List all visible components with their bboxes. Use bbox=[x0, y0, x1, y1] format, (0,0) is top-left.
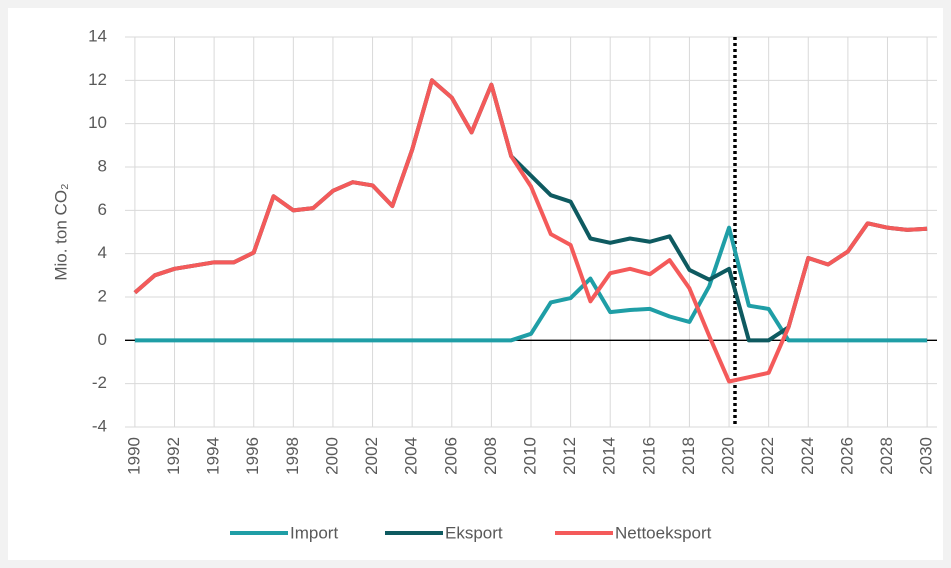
y-tick-label: 12 bbox=[88, 70, 107, 89]
x-tick-label: 2020 bbox=[719, 437, 738, 475]
x-tick-label: 2008 bbox=[481, 437, 500, 475]
y-tick-label: 14 bbox=[88, 26, 107, 45]
x-tick-label: 2012 bbox=[560, 437, 579, 475]
y-axis-title: Mio. ton CO₂ bbox=[51, 183, 70, 280]
y-tick-label: -4 bbox=[92, 416, 107, 435]
y-tick-label: 10 bbox=[88, 113, 107, 132]
x-tick-label: 2010 bbox=[520, 437, 539, 475]
y-tick-label: 8 bbox=[98, 156, 107, 175]
x-tick-label: 1992 bbox=[164, 437, 183, 475]
chart-background bbox=[8, 8, 943, 560]
x-tick-label: 1996 bbox=[243, 437, 262, 475]
x-tick-label: 1990 bbox=[124, 437, 143, 475]
x-tick-label: 2030 bbox=[917, 437, 936, 475]
y-tick-label: 2 bbox=[98, 286, 107, 305]
y-tick-label: 4 bbox=[98, 243, 107, 262]
x-tick-label: 2014 bbox=[600, 437, 619, 475]
x-tick-label: 2004 bbox=[402, 437, 421, 475]
line-series bbox=[134, 225, 928, 343]
x-tick-label: 1998 bbox=[283, 437, 302, 475]
legend-label: Nettoeksport bbox=[615, 523, 712, 542]
x-tick-label: 2024 bbox=[798, 437, 817, 475]
x-tick-label: 2006 bbox=[441, 437, 460, 475]
y-tick-label: 6 bbox=[98, 200, 107, 219]
y-tick-label: 0 bbox=[98, 330, 107, 349]
x-tick-label: 2016 bbox=[639, 437, 658, 475]
y-tick-label: -2 bbox=[92, 373, 107, 392]
x-tick-label: 2002 bbox=[362, 437, 381, 475]
legend-label: Eksport bbox=[445, 523, 503, 542]
legend-label: Import bbox=[290, 523, 338, 542]
x-tick-label: 1994 bbox=[204, 437, 223, 475]
x-tick-label: 2026 bbox=[837, 437, 856, 475]
x-tick-label: 2000 bbox=[322, 437, 341, 475]
x-tick-label: 2028 bbox=[877, 437, 896, 475]
x-tick-label: 2018 bbox=[679, 437, 698, 475]
line-series bbox=[133, 78, 928, 384]
x-tick-label: 2022 bbox=[758, 437, 777, 475]
